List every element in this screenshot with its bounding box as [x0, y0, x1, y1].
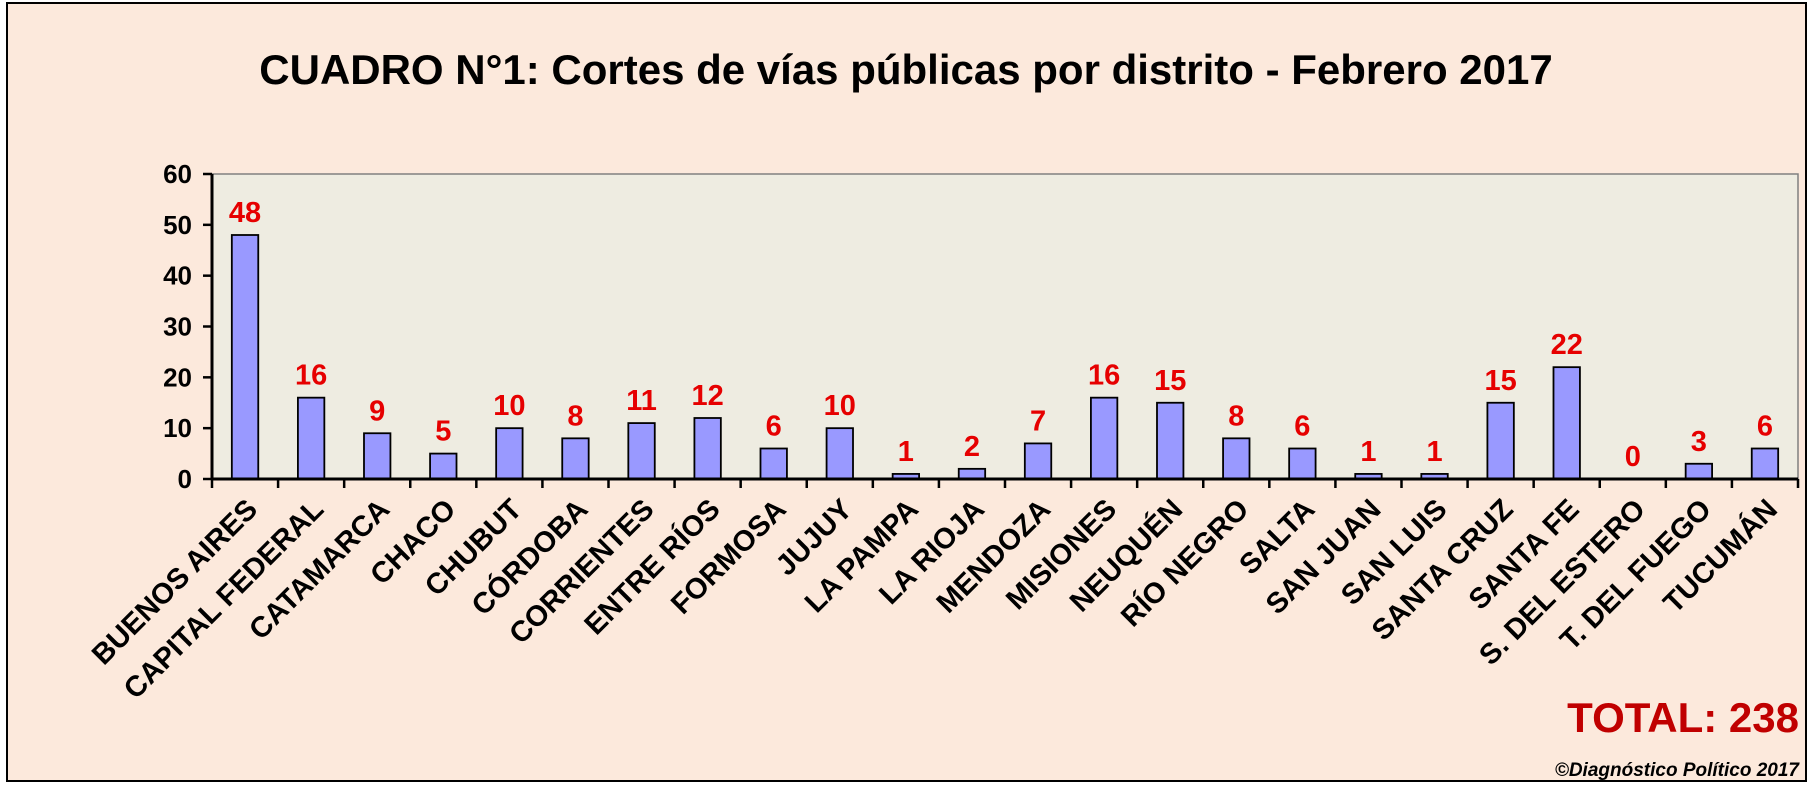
bar [429, 452, 458, 480]
y-tick-labels: 0 10 20 30 40 50 60 [163, 159, 192, 494]
bar [230, 234, 260, 480]
y-tick-label: 0 [178, 464, 192, 494]
copyright-footer: ©Diagnóstico Político 2017 [1555, 760, 1801, 781]
bar [1750, 447, 1780, 480]
data-label: 1 [1426, 436, 1442, 468]
bar-chart: CUADRO N°1: Cortes de vías públicas por … [86, 46, 1801, 781]
bar [1684, 462, 1713, 480]
data-label: 7 [1030, 405, 1046, 437]
data-label: 5 [435, 416, 451, 448]
bar [693, 417, 722, 480]
data-label: 6 [1757, 411, 1773, 443]
y-tick-label: 30 [163, 312, 192, 342]
data-label: 11 [626, 385, 657, 417]
data-label: 10 [824, 390, 856, 422]
bar [825, 427, 854, 480]
data-label: 8 [567, 400, 583, 432]
bar [1090, 396, 1119, 480]
bars [230, 234, 1780, 480]
data-label: 16 [295, 360, 327, 392]
data-label: 2 [964, 431, 980, 463]
bar [1156, 401, 1185, 480]
bar [561, 437, 590, 480]
total-label: TOTAL: 238 [1567, 694, 1799, 741]
data-label: 15 [1484, 365, 1516, 397]
plot-area [211, 173, 1799, 480]
y-tick-label: 60 [163, 159, 192, 189]
y-tick-label: 40 [163, 261, 192, 291]
y-tick-label: 20 [163, 362, 192, 392]
bar [1552, 366, 1581, 480]
bar [1023, 442, 1053, 480]
data-label: 8 [1228, 400, 1244, 432]
data-label: 22 [1551, 329, 1583, 361]
data-label: 12 [691, 380, 723, 412]
bar [297, 396, 326, 480]
chart-frame: CUADRO N°1: Cortes de vías públicas por … [6, 2, 1807, 782]
bar [957, 467, 987, 480]
data-label: 3 [1691, 426, 1707, 458]
data-label: 9 [369, 395, 385, 427]
data-label: 6 [1294, 411, 1310, 443]
data-label: 1 [1360, 436, 1376, 468]
data-label: 16 [1088, 360, 1120, 392]
bar [627, 422, 656, 480]
data-label: 10 [493, 390, 525, 422]
bar [759, 447, 788, 480]
data-label: 0 [1625, 441, 1641, 473]
chart-title: CUADRO N°1: Cortes de vías públicas por … [259, 46, 1552, 93]
data-label: 48 [229, 197, 261, 229]
data-label: 1 [898, 436, 914, 468]
bar [1288, 447, 1317, 480]
y-tick-label: 50 [163, 210, 192, 240]
bar [363, 432, 392, 480]
y-tick-label: 10 [163, 413, 192, 443]
data-label: 15 [1154, 365, 1186, 397]
axes [203, 172, 1800, 488]
bar [1486, 401, 1515, 480]
bar [495, 427, 524, 480]
bar [1222, 437, 1251, 480]
data-label: 6 [766, 411, 782, 443]
